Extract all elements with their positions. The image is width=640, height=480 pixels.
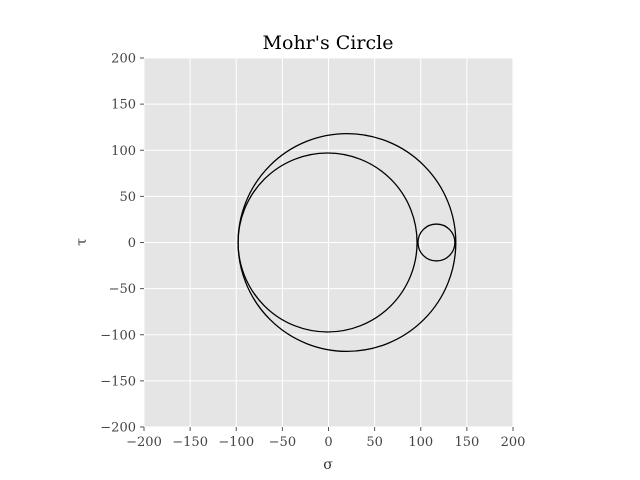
y-tick-label: −150 bbox=[100, 374, 136, 389]
x-tick-label: −200 bbox=[126, 435, 162, 450]
x-tick-label: 200 bbox=[501, 435, 526, 450]
x-tick-label: 150 bbox=[454, 435, 479, 450]
y-tick-label: 0 bbox=[128, 236, 136, 251]
y-tick-label: 150 bbox=[111, 98, 136, 113]
x-axis-label: σ bbox=[323, 457, 333, 473]
chart-title: Mohr's Circle bbox=[263, 32, 394, 54]
x-tick-label: −50 bbox=[269, 435, 296, 450]
y-tick-label: 100 bbox=[111, 144, 136, 159]
x-tick-label: −100 bbox=[218, 435, 254, 450]
y-tick-label: −100 bbox=[100, 328, 136, 343]
x-axis-ticks: −200 −150 −100 −50 0 50 100 150 200 bbox=[126, 427, 525, 450]
x-tick-label: 100 bbox=[408, 435, 433, 450]
y-axis-label: τ bbox=[74, 238, 90, 246]
y-tick-label: −50 bbox=[109, 282, 136, 297]
y-tick-label: 200 bbox=[111, 52, 136, 67]
x-tick-label: 50 bbox=[366, 435, 383, 450]
x-tick-label: 0 bbox=[324, 435, 332, 450]
y-tick-label: 50 bbox=[119, 190, 136, 205]
circles bbox=[237, 132, 457, 353]
y-axis-ticks: −200 −150 −100 −50 0 50 100 150 200 bbox=[100, 52, 144, 436]
x-tick-label: −150 bbox=[172, 435, 208, 450]
mohr-circle-3 bbox=[417, 223, 456, 262]
y-tick-label: −200 bbox=[100, 421, 136, 436]
mohr-circle-2 bbox=[237, 152, 418, 333]
